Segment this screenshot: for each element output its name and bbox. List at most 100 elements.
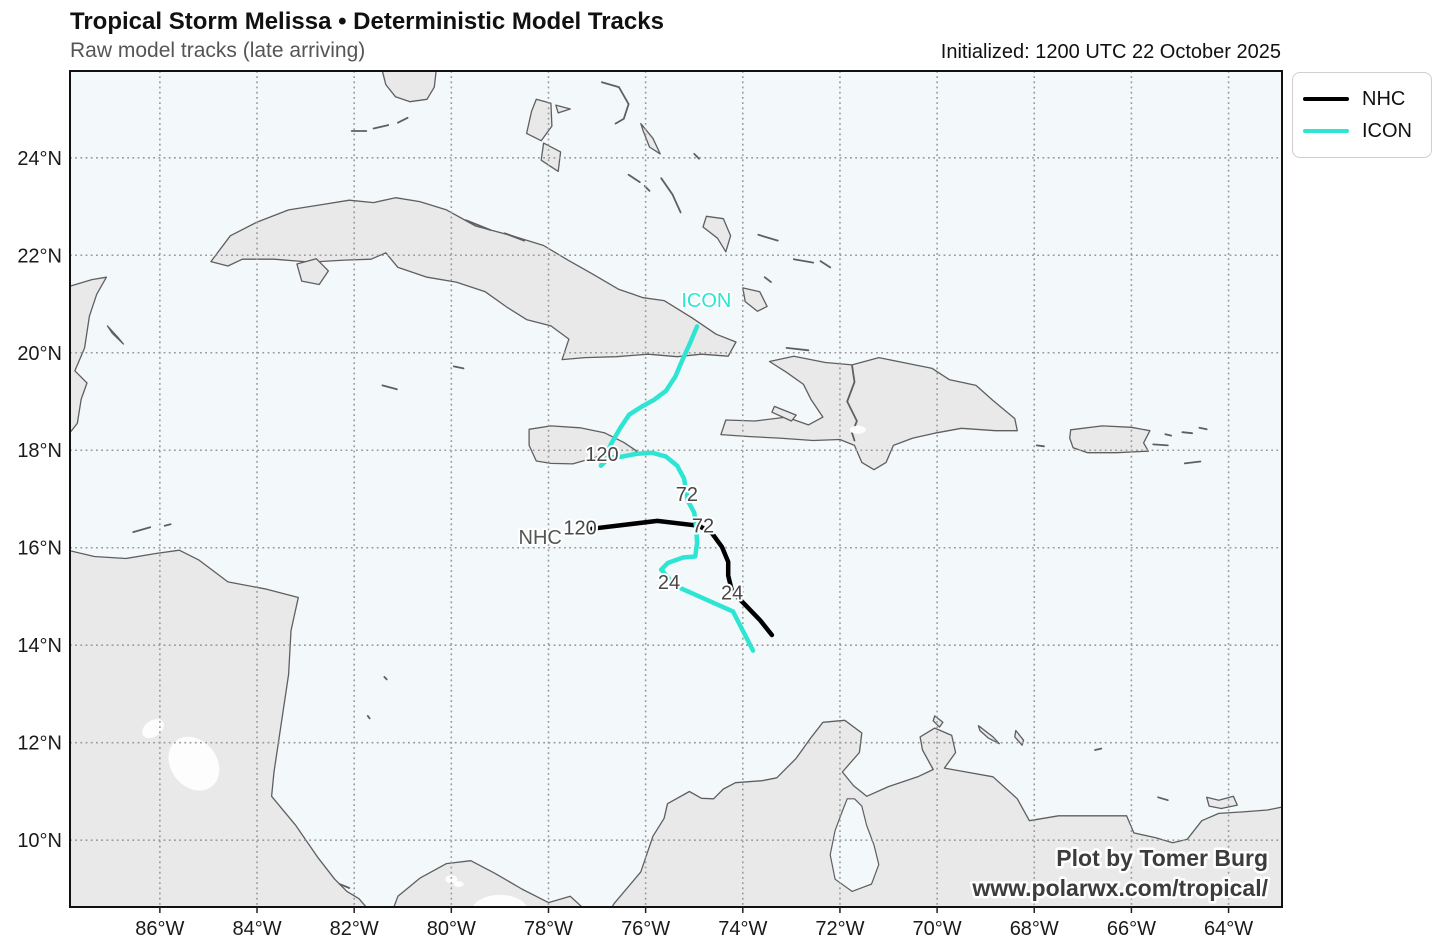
coastline — [296, 258, 330, 286]
coastline — [555, 104, 571, 114]
attribution-line1: Plot by Tomer Burg — [1056, 845, 1268, 871]
coastline — [70, 549, 367, 907]
track-label-120: 120 — [585, 444, 618, 466]
islet — [366, 715, 371, 720]
initialization-time: Initialized: 1200 UTC 22 October 2025 — [940, 41, 1281, 63]
nhc-line-swatch — [1303, 97, 1349, 101]
x-tick-label: 70°W — [913, 918, 962, 940]
islet — [792, 258, 815, 264]
islet — [163, 523, 172, 527]
islet — [763, 276, 772, 283]
lake — [445, 875, 458, 884]
x-tick-label: 82°W — [330, 918, 379, 940]
islet — [383, 676, 388, 681]
coastline — [977, 725, 1000, 745]
track-label-24: 24 — [721, 583, 743, 605]
coastline — [742, 287, 768, 312]
islet — [757, 233, 779, 242]
islet — [452, 365, 465, 370]
islet — [1198, 426, 1208, 431]
coastline — [720, 355, 1018, 471]
legend-label-icon: ICON — [1362, 119, 1412, 142]
islet — [1035, 444, 1045, 448]
x-tick-label: 80°W — [427, 918, 476, 940]
legend: NHC ICON — [1292, 72, 1432, 158]
nhc-track — [589, 518, 775, 638]
x-tick-label: 78°W — [524, 918, 573, 940]
coastline — [540, 142, 562, 173]
legend-item-icon: ICON — [1303, 115, 1431, 147]
islet — [601, 81, 630, 125]
legend-item-nhc: NHC — [1303, 83, 1431, 115]
islet — [1152, 443, 1169, 447]
coastline — [640, 122, 661, 155]
y-tick-label: 10°N — [17, 830, 62, 852]
page-title: Tropical Storm Melissa • Deterministic M… — [70, 8, 664, 35]
islet — [1157, 796, 1169, 802]
coastline — [702, 215, 732, 253]
y-tick-label: 16°N — [17, 538, 62, 560]
islet — [465, 219, 492, 231]
y-tick-label: 22°N — [17, 245, 62, 267]
track-label-nhc: NHC — [519, 527, 562, 549]
islet — [1183, 460, 1202, 465]
track-label-72: 72 — [692, 515, 714, 537]
plot-frame — [69, 70, 1283, 908]
legend-label-nhc: NHC — [1362, 87, 1406, 110]
lake — [168, 736, 220, 791]
islet — [372, 124, 390, 130]
lake-maracaibo — [829, 798, 880, 893]
track-label-72: 72 — [676, 484, 698, 506]
islet — [785, 347, 810, 352]
attribution-line2: www.polarwx.com/tropical/ — [971, 875, 1268, 901]
x-tick-label: 72°W — [815, 918, 864, 940]
lake — [142, 719, 164, 739]
coastline — [70, 276, 108, 434]
coastline — [1069, 425, 1151, 454]
islet — [338, 883, 351, 889]
coastline — [771, 405, 797, 422]
islet — [397, 116, 409, 124]
x-tick-label: 76°W — [621, 918, 670, 940]
track-label-24: 24 — [658, 572, 680, 594]
track-label-icon: ICON — [681, 290, 731, 312]
islet — [503, 232, 526, 242]
icon-line-swatch — [1303, 129, 1349, 133]
islet — [660, 177, 682, 214]
y-tick-label: 24°N — [17, 148, 62, 170]
y-tick-label: 12°N — [17, 733, 62, 755]
coastline — [932, 715, 944, 728]
x-tick-label: 84°W — [232, 918, 281, 940]
lake — [472, 894, 528, 907]
coastline — [393, 719, 1282, 907]
islet — [1181, 431, 1193, 435]
icon-track — [598, 324, 756, 653]
lake — [849, 425, 866, 434]
coastline — [1014, 729, 1025, 746]
x-tick-label: 64°W — [1204, 918, 1253, 940]
y-tick-label: 18°N — [17, 440, 62, 462]
x-tick-label: 74°W — [718, 918, 767, 940]
lake — [453, 881, 464, 888]
islet — [846, 365, 858, 442]
coastline — [1206, 795, 1238, 810]
track-label-120: 120 — [563, 517, 596, 539]
islet — [1094, 747, 1103, 751]
coastline — [525, 98, 553, 142]
y-tick-label: 14°N — [17, 635, 62, 657]
islet — [132, 526, 152, 533]
x-tick-label: 66°W — [1107, 918, 1156, 940]
islet — [819, 260, 832, 269]
coastline — [381, 71, 437, 103]
x-tick-label: 68°W — [1010, 918, 1059, 940]
islet — [627, 173, 641, 183]
coastline — [106, 325, 125, 345]
x-tick-label: 86°W — [135, 918, 184, 940]
islet — [381, 384, 398, 391]
islet — [1164, 433, 1173, 437]
islet — [693, 153, 700, 160]
page-subtitle: Raw model tracks (late arriving) — [70, 39, 366, 62]
